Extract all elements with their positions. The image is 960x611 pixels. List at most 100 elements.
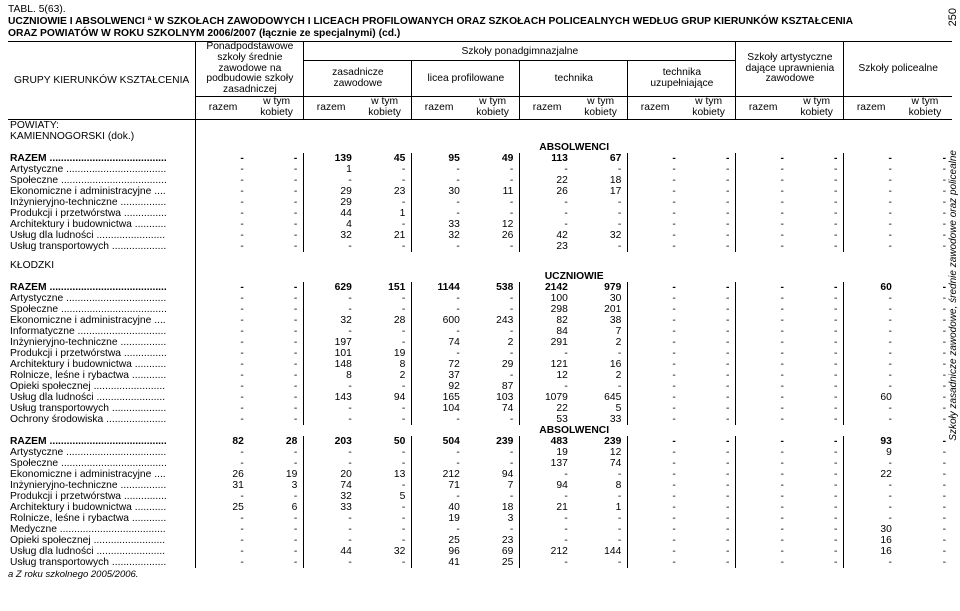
cell: - [358, 414, 412, 425]
row-label: RAZEM [8, 282, 196, 293]
row-label: Artystyczne [8, 164, 196, 175]
cell: - [304, 557, 358, 568]
cell: - [898, 524, 952, 535]
cell: - [628, 175, 682, 186]
row-label: RAZEM [8, 153, 196, 164]
cell: - [250, 153, 304, 164]
cell: - [736, 337, 790, 348]
cell: - [574, 208, 628, 219]
cell: - [574, 164, 628, 175]
cell: - [844, 491, 898, 502]
cell: - [682, 557, 736, 568]
cell: - [682, 436, 736, 447]
cell: - [790, 436, 844, 447]
cell: - [628, 403, 682, 414]
cell: 25 [196, 502, 250, 513]
cell: - [682, 219, 736, 230]
cell: 151 [358, 282, 412, 293]
cell: 74 [412, 337, 466, 348]
cell: 16 [574, 359, 628, 370]
cell: - [682, 326, 736, 337]
cell: - [412, 524, 466, 535]
cell: - [520, 524, 574, 535]
cell: - [358, 293, 412, 304]
cell: - [898, 480, 952, 491]
cell: - [628, 414, 682, 425]
row-label: Produkcji i przetwórstwa [8, 348, 196, 359]
table-head: GRUPY KIERUNKÓW KSZTAŁCENIA Ponadpodstaw… [8, 42, 952, 120]
cell: - [790, 153, 844, 164]
cell: - [736, 436, 790, 447]
cell: 18 [574, 175, 628, 186]
cell: - [250, 241, 304, 252]
row-label: Inżynieryjno-techniczne [8, 337, 196, 348]
cell: - [790, 502, 844, 513]
cell: - [898, 186, 952, 197]
cell: - [358, 381, 412, 392]
cell: - [412, 414, 466, 425]
cell: - [790, 370, 844, 381]
cell: - [682, 337, 736, 348]
cell: - [898, 197, 952, 208]
cell: - [250, 293, 304, 304]
cell: - [736, 458, 790, 469]
cell: - [736, 230, 790, 241]
cell: - [682, 524, 736, 535]
cell: - [628, 315, 682, 326]
cell: 3 [250, 480, 304, 491]
cell: - [898, 219, 952, 230]
sec-abs1: ABSOLWENCI [196, 142, 952, 153]
cell: 1 [574, 502, 628, 513]
cell: - [736, 447, 790, 458]
row-label: RAZEM [8, 436, 196, 447]
cell: 32 [304, 491, 358, 502]
cell: 8 [358, 359, 412, 370]
cell: - [628, 392, 682, 403]
cell: - [466, 414, 520, 425]
cell: - [682, 304, 736, 315]
cell: - [844, 414, 898, 425]
cell: - [790, 230, 844, 241]
cell: - [196, 315, 250, 326]
cell: - [844, 513, 898, 524]
cell: - [736, 381, 790, 392]
cell: - [250, 230, 304, 241]
cell: - [736, 175, 790, 186]
h-r: razem [520, 96, 574, 119]
row-label: Ekonomiczne i administracyjne [8, 186, 196, 197]
cell: 33 [304, 502, 358, 513]
cell: - [196, 230, 250, 241]
cell: - [196, 381, 250, 392]
cell: - [304, 175, 358, 186]
cell: 483 [520, 436, 574, 447]
cell: 19 [250, 469, 304, 480]
cell: - [196, 326, 250, 337]
cell: - [736, 403, 790, 414]
cell: 212 [520, 546, 574, 557]
row-label: Usług dla ludności [8, 546, 196, 557]
cell: 212 [412, 469, 466, 480]
cell: - [628, 557, 682, 568]
cell: - [790, 546, 844, 557]
h-w: w tym kobiety [250, 96, 304, 119]
cell: 96 [412, 546, 466, 557]
cell: 291 [520, 337, 574, 348]
cell: - [196, 293, 250, 304]
cell: - [196, 513, 250, 524]
cell: - [790, 557, 844, 568]
cell: - [898, 447, 952, 458]
cell: 645 [574, 392, 628, 403]
cell: - [682, 535, 736, 546]
cell: - [304, 447, 358, 458]
head-zas: zasadnicze zawodowe [304, 61, 412, 97]
cell: - [898, 370, 952, 381]
cell: - [790, 513, 844, 524]
cell: - [736, 546, 790, 557]
cell: - [898, 535, 952, 546]
cell: - [520, 535, 574, 546]
cell: - [844, 381, 898, 392]
cell: - [790, 315, 844, 326]
cell: - [250, 524, 304, 535]
cell: 4 [304, 219, 358, 230]
cell: - [304, 293, 358, 304]
